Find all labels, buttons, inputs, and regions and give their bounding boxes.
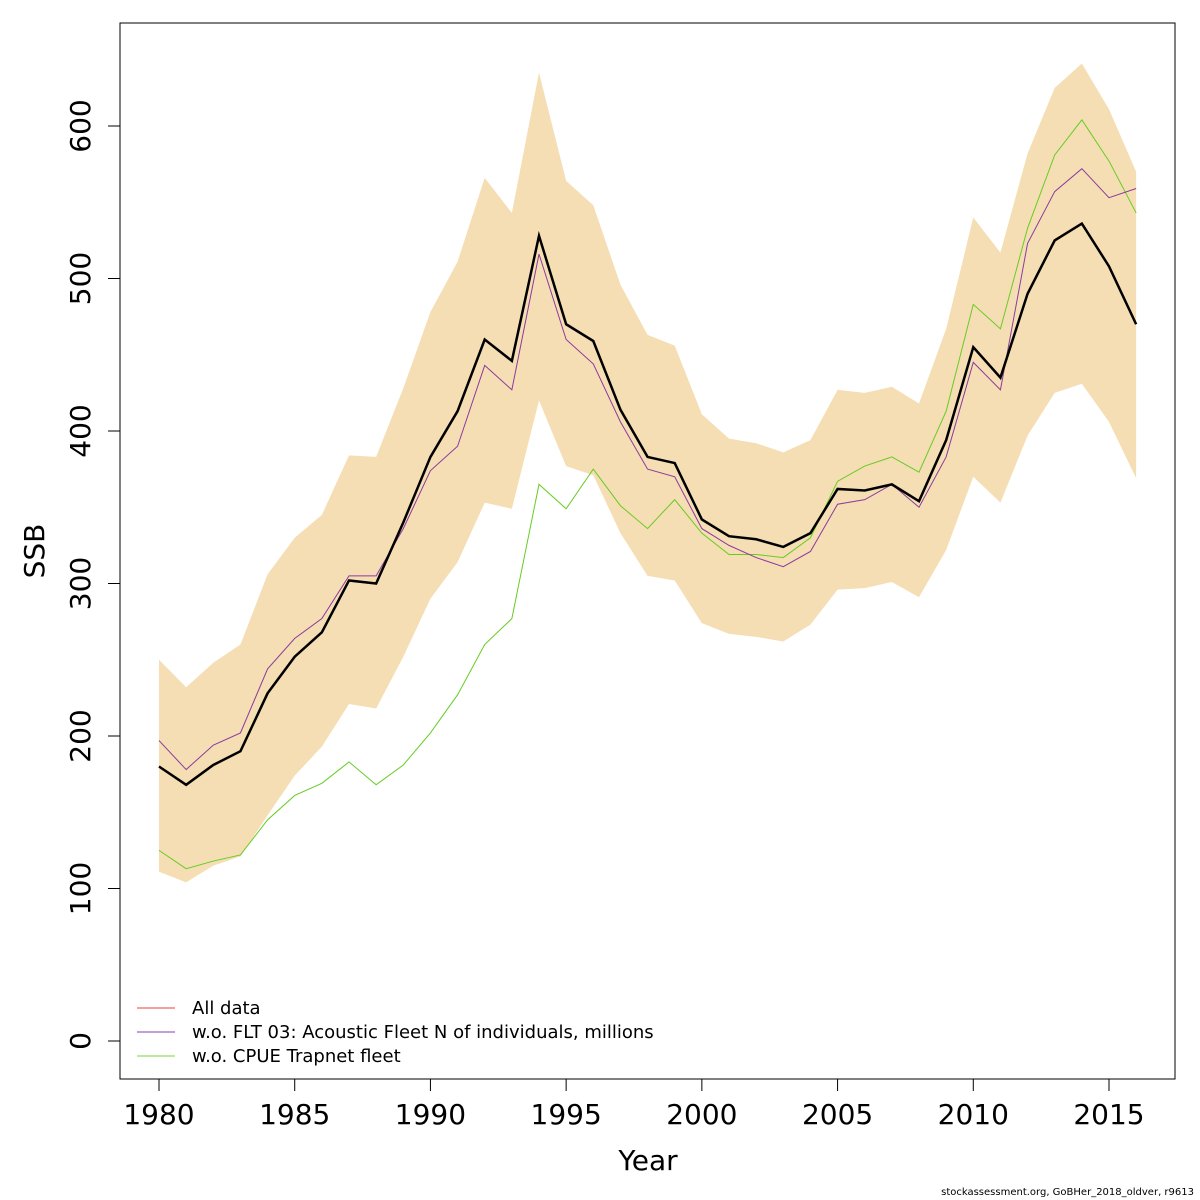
legend: All data w.o. FLT 03: Acoustic Fleet N of… [137, 998, 654, 1067]
series-line-wo-acoustic-fleet [158, 168, 1137, 771]
confidence-band [159, 63, 1137, 883]
legend-label: w.o. CPUE Trapnet fleet [192, 1046, 401, 1067]
confidence-band-layer [159, 63, 1137, 883]
y-tick-label: 400 [64, 404, 97, 457]
x-tick-label: 2000 [666, 1098, 737, 1131]
legend-label: w.o. FLT 03: Acoustic Fleet N of individ… [192, 1022, 654, 1043]
x-axis-title: Year [617, 1144, 678, 1177]
y-tick-label: 500 [64, 252, 97, 305]
y-tick-label: 200 [64, 709, 97, 762]
y-tick-label: 300 [64, 557, 97, 610]
series-layer [158, 119, 1138, 870]
x-tick-label: 2005 [802, 1098, 873, 1131]
y-tick-label: 0 [64, 1032, 97, 1050]
y-tick-label: 600 [64, 99, 97, 152]
x-tick-label: 2010 [938, 1098, 1009, 1131]
x-tick-label: 1985 [259, 1098, 330, 1131]
y-tick-label: 100 [64, 862, 97, 915]
y-axis: 0 100 200 300 400 500 600 [64, 99, 121, 1050]
x-tick-label: 1980 [123, 1098, 194, 1131]
series-line-all-data [158, 221, 1138, 787]
footer-credit: stockassessment.org, GoBHer_2018_oldver,… [941, 1187, 1194, 1198]
x-tick-label: 1995 [531, 1098, 602, 1131]
x-axis: 1980 1985 1990 1995 2000 2005 2010 2015 [123, 1078, 1145, 1131]
x-tick-label: 1990 [395, 1098, 466, 1131]
y-axis-title: SSB [18, 524, 51, 579]
series-line-wo-cpue-trapnet [158, 119, 1137, 870]
legend-label: All data [192, 998, 261, 1019]
x-tick-label: 2015 [1073, 1098, 1144, 1131]
